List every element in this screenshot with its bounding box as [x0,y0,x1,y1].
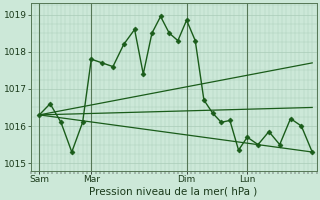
X-axis label: Pression niveau de la mer( hPa ): Pression niveau de la mer( hPa ) [90,187,258,197]
